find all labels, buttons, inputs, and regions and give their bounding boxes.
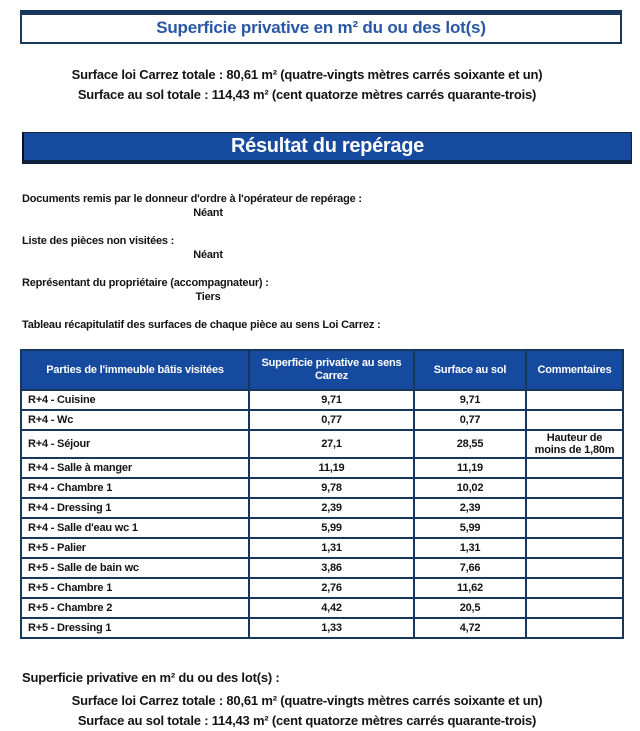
field-value-0: Néant — [193, 207, 223, 219]
comment-cell — [525, 517, 624, 539]
bottom-heading: Superficie privative en m² du ou des lot… — [22, 670, 280, 685]
table-row: R+5 - Chambre 1 2,76 11,62 — [20, 577, 624, 599]
title-box: Superficie privative en m² du ou des lot… — [20, 10, 622, 44]
carrez-surface-cell: 1,33 — [248, 617, 415, 639]
carrez-surface-cell: 3,86 — [248, 557, 415, 579]
table-row: R+4 - Cuisine 9,71 9,71 — [20, 389, 624, 411]
room-cell: R+4 - Chambre 1 — [20, 477, 250, 499]
carrez-total-line: Surface loi Carrez totale : 80,61 m² (qu… — [71, 67, 543, 82]
field-value-1: Néant — [193, 249, 223, 261]
carrez-surface-cell: 9,78 — [248, 477, 415, 499]
floor-surface-cell: 28,55 — [413, 429, 527, 459]
comment-cell — [525, 557, 624, 579]
floor-surface-cell: 11,19 — [413, 457, 527, 479]
summary-bottom: Surface loi Carrez totale : 80,61 m² (qu… — [0, 691, 614, 731]
table-row: R+4 - Chambre 1 9,78 10,02 — [20, 477, 624, 499]
comment-cell — [525, 537, 624, 559]
room-cell: R+4 - Dressing 1 — [20, 497, 250, 519]
floor-surface-cell: 7,66 — [413, 557, 527, 579]
surfaces-table: Parties de l'immeuble bâtis visitées Supe… — [20, 349, 624, 639]
carrez-surface-cell: 0,77 — [248, 409, 415, 431]
room-cell: R+4 - Séjour — [20, 429, 250, 459]
column-header: Superficie privative au sens Carrez — [248, 349, 415, 391]
document-page: Superficie privative en m² du ou des lot… — [0, 10, 640, 728]
floor-surface-cell: 4,72 — [413, 617, 527, 639]
banner-title: Résultat du repérage — [231, 135, 424, 157]
field-label-2: Représentant du propriétaire (accompagna… — [22, 277, 269, 289]
comment-cell — [525, 457, 624, 479]
table-row: R+5 - Dressing 1 1,33 4,72 — [20, 617, 624, 639]
comment-cell — [525, 477, 624, 499]
comment-cell — [525, 577, 624, 599]
table-row: R+4 - Wc 0,77 0,77 — [20, 409, 624, 431]
carrez-surface-cell: 5,99 — [248, 517, 415, 539]
floor-surface-cell: 1,31 — [413, 537, 527, 559]
carrez-surface-cell: 2,76 — [248, 577, 415, 599]
room-cell: R+4 - Cuisine — [20, 389, 250, 411]
floor-surface-cell: 0,77 — [413, 409, 527, 431]
carrez-surface-cell: 2,39 — [248, 497, 415, 519]
floor-surface-cell: 20,5 — [413, 597, 527, 619]
table-row: R+4 - Séjour 27,1 28,55 Hauteur de moins de… — [20, 429, 624, 459]
carrez-surface-cell: 27,1 — [248, 429, 415, 459]
table-row: R+5 - Salle de bain wc 3,86 7,66 — [20, 557, 624, 579]
floor-surface-cell: 9,71 — [413, 389, 527, 411]
table-row: R+5 - Palier 1,31 1,31 — [20, 537, 624, 559]
table-header-row: Parties de l'immeuble bâtis visitées Supe… — [20, 349, 624, 391]
carrez-surface-cell: 9,71 — [248, 389, 415, 411]
room-cell: R+5 - Chambre 2 — [20, 597, 250, 619]
comment-cell: Hauteur de moins de 1,80m — [525, 429, 624, 459]
comment-cell — [525, 597, 624, 619]
summary-top: Surface loi Carrez totale : 80,61 m² (qu… — [0, 65, 614, 105]
carrez-surface-cell: 4,42 — [248, 597, 415, 619]
floor-surface-cell: 10,02 — [413, 477, 527, 499]
room-cell: R+4 - Salle d'eau wc 1 — [20, 517, 250, 539]
table-row: R+4 - Dressing 1 2,39 2,39 — [20, 497, 624, 519]
floor-area-total-line-bottom: Surface au sol totale : 114,43 m² (cent … — [77, 713, 537, 728]
room-cell: R+5 - Chambre 1 — [20, 577, 250, 599]
table-row: R+4 - Salle d'eau wc 1 5,99 5,99 — [20, 517, 624, 539]
floor-surface-cell: 5,99 — [413, 517, 527, 539]
fields-section: Documents remis par le donneur d'ordre à… — [0, 193, 640, 304]
table-intro: Tableau récapitulatif des surfaces de ch… — [22, 319, 381, 331]
field-value-2: Tiers — [195, 291, 221, 303]
room-cell: R+4 - Wc — [20, 409, 250, 431]
floor-surface-cell: 2,39 — [413, 497, 527, 519]
carrez-surface-cell: 1,31 — [248, 537, 415, 559]
table-row: R+5 - Chambre 2 4,42 20,5 — [20, 597, 624, 619]
floor-area-total-line: Surface au sol totale : 114,43 m² (cent … — [77, 87, 537, 102]
room-cell: R+5 - Palier — [20, 537, 250, 559]
table-row: R+4 - Salle à manger 11,19 11,19 — [20, 457, 624, 479]
comment-cell — [525, 389, 624, 411]
field-label-1: Liste des pièces non visitées : — [22, 235, 175, 247]
page-title: Superficie privative en m² du ou des lot… — [156, 18, 486, 37]
room-cell: R+4 - Salle à manger — [20, 457, 250, 479]
carrez-surface-cell: 11,19 — [248, 457, 415, 479]
field-label-0: Documents remis par le donneur d'ordre à… — [22, 193, 362, 205]
comment-cell — [525, 409, 624, 431]
result-banner: Résultat du repérage — [22, 132, 632, 164]
comment-cell — [525, 617, 624, 639]
column-header: Surface au sol — [413, 349, 527, 391]
comment-cell — [525, 497, 624, 519]
column-header: Parties de l'immeuble bâtis visitées — [20, 349, 250, 391]
room-cell: R+5 - Dressing 1 — [20, 617, 250, 639]
column-header: Commentaires — [525, 349, 624, 391]
carrez-total-line-bottom: Surface loi Carrez totale : 80,61 m² (qu… — [71, 693, 543, 708]
floor-surface-cell: 11,62 — [413, 577, 527, 599]
room-cell: R+5 - Salle de bain wc — [20, 557, 250, 579]
